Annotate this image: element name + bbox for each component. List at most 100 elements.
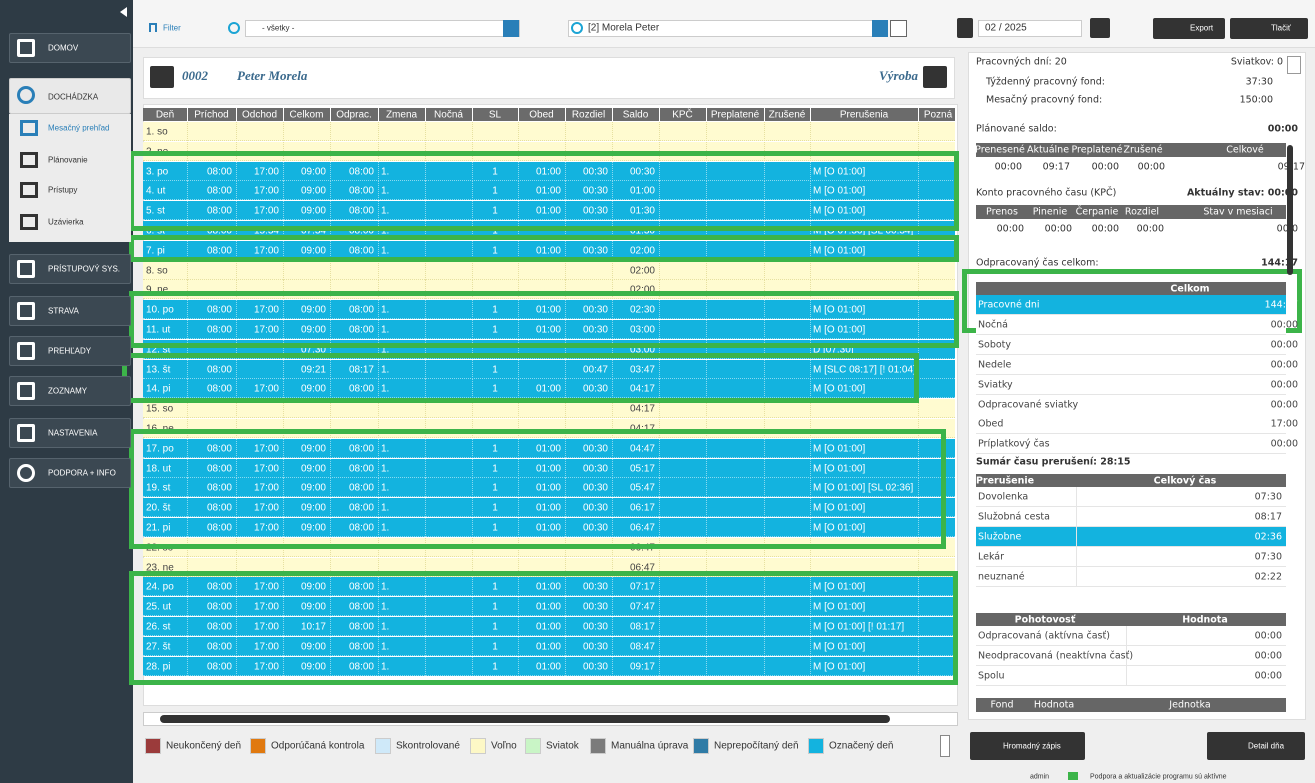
cell-divider <box>425 498 426 518</box>
cell-divider <box>187 181 188 201</box>
cell-divider <box>659 419 660 438</box>
cell-divider <box>283 617 284 636</box>
cell-divider <box>764 359 765 379</box>
cell-divider <box>764 636 765 656</box>
table-cell: 7. pi <box>146 245 165 257</box>
table-cell: 1. <box>381 245 390 257</box>
table-cell: 00:30 <box>582 522 608 534</box>
cell-divider <box>518 339 519 359</box>
table-cell: 23. ne <box>146 562 174 574</box>
cell-divider <box>236 597 237 617</box>
table-cell: 07:30 <box>300 344 326 356</box>
cell-divider <box>283 419 284 438</box>
cell-divider <box>518 458 519 478</box>
cell-divider <box>565 359 566 379</box>
nav-icon <box>17 342 35 360</box>
cell-divider <box>378 122 379 141</box>
cell-divider <box>918 399 919 419</box>
cell-value: 00:00 <box>1044 223 1072 235</box>
table-cell: 1 <box>492 463 498 475</box>
cell-divider <box>706 201 707 221</box>
column-divider <box>918 108 919 121</box>
cell-divider <box>918 181 919 201</box>
day-row <box>143 478 955 498</box>
list-cell: 07:30 <box>1254 551 1282 563</box>
cell-divider <box>425 260 426 280</box>
list-row <box>976 487 1286 507</box>
table-cell: M [O 01:00] <box>813 463 866 475</box>
table-cell: 01:00 <box>535 324 561 336</box>
cell-divider <box>425 379 426 399</box>
table-cell: 00:30 <box>582 383 608 395</box>
table-cell: 1. <box>381 661 390 673</box>
cell-divider <box>187 438 188 458</box>
cell-divider <box>764 300 765 320</box>
cell-divider <box>330 597 331 617</box>
cell-divider <box>565 577 566 597</box>
cell-divider <box>187 122 188 141</box>
table-cell: 14. pi <box>146 383 171 395</box>
list-cell: Nočná <box>978 319 1008 331</box>
column-header: Hodnota <box>1182 614 1228 626</box>
legend-swatch <box>590 738 606 754</box>
table-cell: 01:00 <box>535 641 561 653</box>
cell-divider <box>283 339 284 359</box>
table-cell: 08:00 <box>348 383 374 395</box>
cell-divider <box>659 122 660 141</box>
cell-divider <box>425 320 426 339</box>
cell-divider <box>612 181 613 201</box>
cell-divider <box>378 339 379 359</box>
cell-divider <box>565 300 566 320</box>
cell-divider <box>236 379 237 399</box>
cell-divider <box>472 122 473 141</box>
employee-select-value: [2] Morela Peter <box>588 22 660 34</box>
list-row <box>976 566 1286 587</box>
list-cell: Služobná cesta <box>978 511 1050 523</box>
table-cell: 1. so <box>146 126 168 138</box>
cell-divider <box>283 280 284 300</box>
legend-label: Odporúčaná kontrola <box>271 740 365 752</box>
cell-divider <box>330 339 331 359</box>
cell-divider <box>187 656 188 676</box>
column-header: Celkové <box>1226 144 1264 156</box>
cell-divider <box>378 300 379 320</box>
highlight-box <box>129 291 959 348</box>
cell-divider <box>612 280 613 300</box>
day-row <box>143 597 955 617</box>
legend-label: Označený deň <box>829 740 894 752</box>
cell-divider <box>764 339 765 359</box>
table-cell: 1. <box>381 205 390 217</box>
cell-divider <box>518 240 519 260</box>
table-cell: 28. pi <box>146 661 171 673</box>
cell-divider <box>612 577 613 597</box>
cell-divider <box>764 557 765 577</box>
cell-value: 09:17 <box>1277 161 1305 173</box>
table-cell: 09:00 <box>300 185 326 197</box>
table-cell: 15:34 <box>253 225 279 237</box>
legend-label: Voľno <box>491 740 517 752</box>
table-header <box>976 143 1286 157</box>
cell-divider <box>612 557 613 577</box>
cell-value: 00:00 <box>994 161 1022 173</box>
summary-label: Plánované saldo: <box>976 123 1057 135</box>
working-days: Pracovných dní: 20 <box>976 56 1067 68</box>
table-cell: 1 <box>492 185 498 197</box>
table-cell: 1. <box>381 185 390 197</box>
cell-divider <box>330 419 331 438</box>
cell-value: 00:00 <box>996 223 1024 235</box>
cell-divider <box>425 458 426 478</box>
table-cell: 07:34 <box>300 225 326 237</box>
cell-divider <box>810 597 811 617</box>
day-row <box>143 577 955 597</box>
legend-swatch <box>470 738 486 754</box>
cell-divider <box>1076 566 1077 587</box>
cell-divider <box>187 280 188 300</box>
bulk-button-label: Hromadný zápis <box>1003 741 1061 751</box>
table-cell: M [O 01:00] [SL 02:36] <box>813 482 914 494</box>
cell-divider <box>565 399 566 419</box>
table-cell: 00:47 <box>582 364 608 376</box>
cell-divider <box>330 518 331 537</box>
cell-divider <box>518 518 519 537</box>
cell-divider <box>283 122 284 141</box>
cell-divider <box>918 518 919 537</box>
